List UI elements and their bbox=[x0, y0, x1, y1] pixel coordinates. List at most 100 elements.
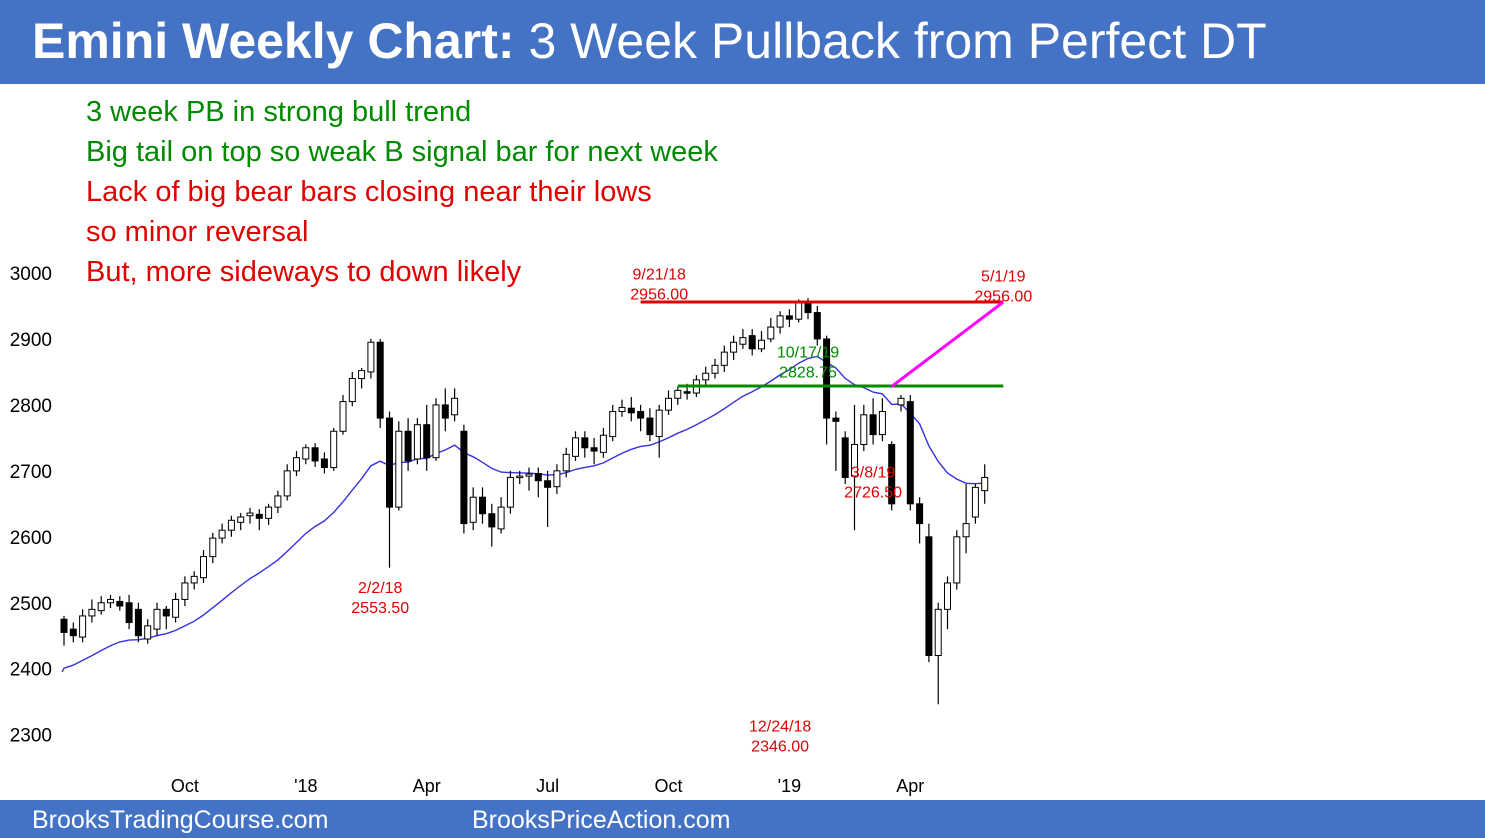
bull-candle bbox=[953, 536, 961, 584]
x-tick-label: Oct bbox=[171, 776, 199, 796]
bull-candle bbox=[330, 430, 338, 469]
bull-candle bbox=[981, 476, 989, 492]
bear-candle bbox=[386, 417, 393, 508]
annotation-2-2-18: 2/2/18 2553.50 bbox=[351, 580, 409, 617]
bear-candle bbox=[320, 458, 328, 469]
bull-candle bbox=[302, 447, 310, 460]
bull-candle bbox=[795, 302, 803, 320]
footer-banner: BrooksTradingCourse.com BrooksPriceActio… bbox=[0, 800, 1485, 838]
annotation-5-1-19: 5/1/19 2956.00 bbox=[974, 269, 1032, 306]
bull-candle bbox=[971, 486, 979, 518]
bull-candle bbox=[348, 378, 356, 403]
y-tick-label: 2300 bbox=[10, 726, 52, 747]
bear-candle bbox=[116, 600, 124, 607]
bear-candle bbox=[544, 480, 552, 488]
bull-candle bbox=[851, 443, 858, 477]
bull-candle bbox=[711, 364, 719, 374]
bull-candle bbox=[88, 608, 96, 617]
bear-candle bbox=[916, 503, 924, 525]
bear-candle bbox=[125, 602, 133, 624]
bear-candle bbox=[925, 536, 933, 657]
header-banner: Emini Weekly Chart: 3 Week Pullback from… bbox=[0, 0, 1485, 84]
page-title: Emini Weekly Chart: 3 Week Pullback from… bbox=[32, 13, 1267, 69]
bull-candle bbox=[776, 315, 784, 328]
bear-candle bbox=[460, 430, 468, 525]
bull-candle bbox=[758, 339, 765, 350]
bull-candle bbox=[451, 397, 459, 416]
bull-candle bbox=[190, 575, 198, 584]
bull-candle bbox=[218, 529, 226, 539]
bull-candle bbox=[860, 414, 868, 445]
bear-candle bbox=[748, 335, 756, 350]
x-tick-label: Apr bbox=[413, 776, 441, 796]
bull-candle bbox=[395, 430, 403, 508]
bull-candle bbox=[934, 608, 942, 657]
note-line: Lack of big bear bars closing near their… bbox=[86, 176, 652, 208]
footer-site-left[interactable]: BrooksTradingCourse.com bbox=[32, 806, 329, 834]
bull-candle bbox=[283, 470, 291, 497]
note-line: But, more sideways to down likely bbox=[86, 256, 522, 288]
bull-candle bbox=[562, 453, 570, 472]
trend-channel-line bbox=[890, 300, 1005, 388]
bear-candle bbox=[134, 608, 142, 637]
bear-candle bbox=[888, 443, 896, 505]
y-tick-label: 2400 bbox=[10, 660, 52, 681]
bull-candle bbox=[618, 407, 626, 412]
bear-candle bbox=[69, 628, 77, 637]
annotation-3-8-19: 3/8/19 2726.50 bbox=[844, 464, 902, 501]
bull-candle bbox=[200, 556, 207, 579]
bear-candle bbox=[683, 391, 691, 394]
bull-candle bbox=[274, 495, 282, 508]
bear-candle bbox=[804, 302, 812, 314]
annotation-12-24-18: 12/24/18 2346.00 bbox=[749, 718, 811, 755]
bear-candle bbox=[488, 513, 496, 528]
bull-candle bbox=[878, 410, 886, 436]
bull-candle bbox=[897, 397, 905, 406]
bear-candle bbox=[785, 315, 793, 320]
bull-candle bbox=[237, 516, 245, 523]
bear-candle bbox=[590, 447, 598, 452]
bull-candle bbox=[720, 351, 728, 366]
x-tick-label: Jul bbox=[536, 776, 559, 796]
bull-candle bbox=[572, 437, 579, 457]
bear-candle bbox=[823, 338, 831, 419]
bear-candle bbox=[841, 437, 849, 478]
ema-line bbox=[61, 355, 985, 673]
bull-candle bbox=[246, 512, 254, 517]
bull-candle bbox=[181, 582, 189, 600]
commentary-notes: 3 week PB in strong bull trend Big tail … bbox=[86, 92, 718, 292]
bull-candle bbox=[767, 326, 775, 340]
bear-candle bbox=[423, 424, 431, 459]
y-tick-label: 2900 bbox=[10, 330, 52, 351]
bull-candle bbox=[144, 625, 152, 640]
y-tick-label: 2600 bbox=[10, 528, 52, 549]
note-line: Big tail on top so weak B signal bar for… bbox=[86, 136, 718, 168]
bull-candle bbox=[525, 473, 533, 477]
bull-candle bbox=[79, 615, 87, 638]
bull-candle bbox=[739, 337, 747, 345]
bull-candle bbox=[609, 410, 617, 438]
bull-candle bbox=[702, 372, 710, 381]
bull-candle bbox=[358, 370, 366, 380]
note-line: so minor reversal bbox=[86, 216, 309, 248]
bull-candle bbox=[497, 506, 505, 530]
bear-candle bbox=[60, 618, 68, 633]
bear-candle bbox=[646, 417, 654, 436]
bull-candle bbox=[506, 476, 514, 508]
bear-candle bbox=[906, 401, 914, 505]
x-tick-label: '19 bbox=[778, 776, 801, 796]
bull-candle bbox=[665, 397, 672, 411]
y-tick-label: 3000 bbox=[10, 264, 52, 285]
note-line: 3 week PB in strong bull trend bbox=[86, 96, 472, 128]
bear-candle bbox=[311, 447, 319, 462]
bear-candle bbox=[441, 404, 449, 419]
bear-candle bbox=[162, 608, 170, 617]
bull-candle bbox=[107, 598, 114, 604]
candlestick-chart: 2300 2400 2500 2600 2700 2800 2900 3000 Oct '18 Ap… bbox=[10, 264, 1033, 796]
bull-candle bbox=[293, 457, 300, 472]
bull-candle bbox=[367, 341, 375, 373]
bull-candle bbox=[227, 519, 235, 531]
footer-site-right[interactable]: BrooksPriceAction.com bbox=[472, 806, 731, 834]
annotation-10-17-19: 10/17/19 2828.75 bbox=[777, 344, 839, 381]
bear-candle bbox=[479, 496, 486, 515]
